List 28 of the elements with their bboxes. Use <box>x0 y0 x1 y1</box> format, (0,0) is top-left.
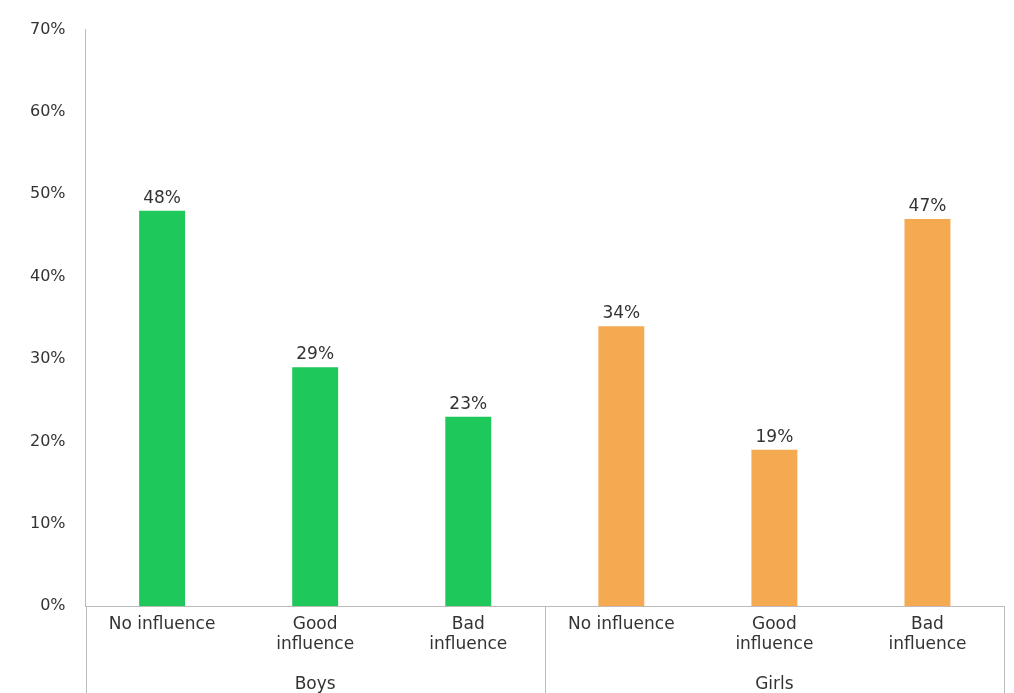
y-tick-label: 10% <box>30 512 66 532</box>
x-tick-label: Good influence <box>276 612 355 654</box>
bar <box>139 210 186 607</box>
data-label: 29% <box>296 343 335 364</box>
data-label: 34% <box>602 302 641 323</box>
x-tick-label: Good influence <box>735 612 814 654</box>
x-tick-label: No influence <box>108 612 216 633</box>
x-tick-label: No influence <box>568 612 675 633</box>
y-tick-label: 60% <box>30 101 66 121</box>
text: Boys <box>294 673 336 693</box>
y-tick-label: 50% <box>30 183 66 203</box>
data-label: 19% <box>755 425 794 446</box>
bar <box>598 326 645 607</box>
y-tick-label: 0% <box>40 595 66 615</box>
x-tick-label: Bad influence <box>429 612 508 654</box>
y-tick-label: 40% <box>30 265 66 285</box>
bar <box>904 219 951 607</box>
y-tick-label: 20% <box>30 430 66 450</box>
x-tick-label: Bad influence <box>888 612 967 654</box>
y-tick-label: 30% <box>30 348 66 368</box>
y-tick-label: 70% <box>30 18 66 38</box>
bar <box>445 416 492 607</box>
bar <box>292 367 339 607</box>
data-label: 23% <box>449 392 488 413</box>
data-label: 47% <box>908 194 947 215</box>
text: Girls <box>755 673 794 693</box>
bar <box>751 449 798 607</box>
data-label: 48% <box>143 186 181 207</box>
